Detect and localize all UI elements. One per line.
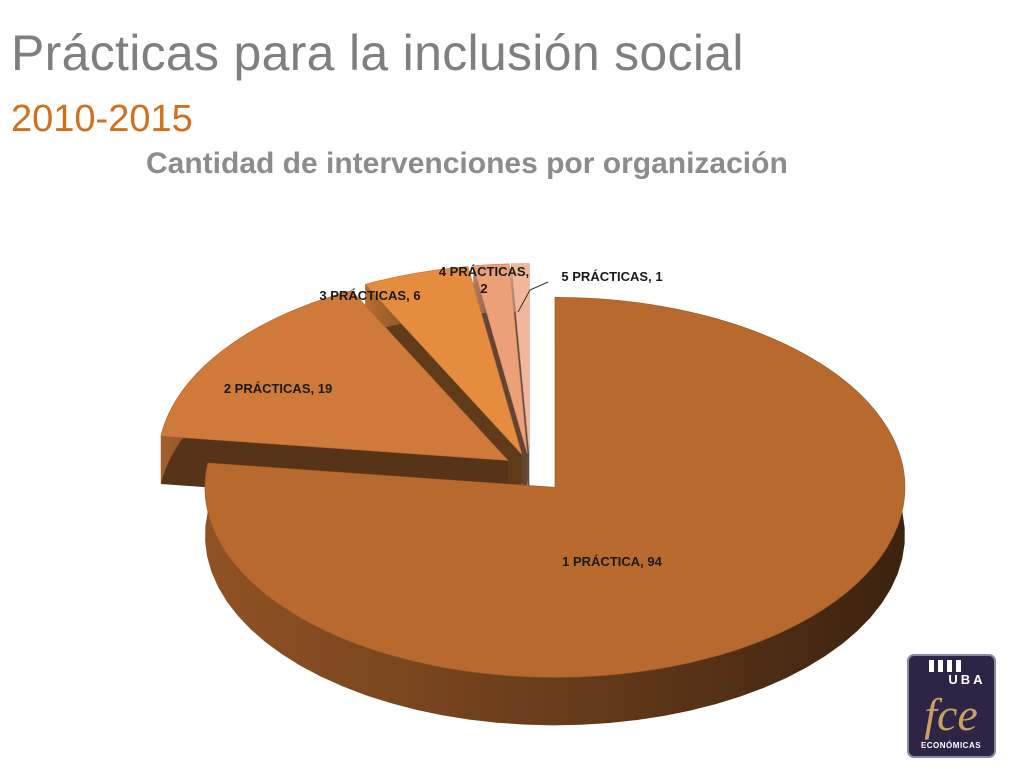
slice-label-3: 3 PRÁCTICAS, 6 (319, 288, 420, 303)
slice-label-2: 2 PRÁCTICAS, 19 (224, 381, 332, 396)
slice-5 (510, 263, 530, 454)
slice-label-4: 4 PRÁCTICAS, 2 (439, 264, 529, 296)
slide-subtitle: 2010-2015 (11, 98, 193, 140)
slide-title: Prácticas para la inclusión social (11, 25, 744, 81)
logo-economicas-text: ECONÓMICAS (921, 741, 981, 750)
logo-uba-text: UBA (948, 672, 985, 687)
logo-fce-text: fce (924, 689, 978, 740)
slice-label-5: 5 PRÁCTICAS, 1 (561, 269, 662, 284)
slice-3 (364, 266, 523, 455)
leader-line-5 (517, 281, 549, 313)
chart-title: Cantidad de intervenciones por organizac… (146, 147, 788, 180)
fce-uba-logo: UBA fce ECONÓMICAS (907, 654, 996, 758)
slice-4 (472, 263, 528, 454)
slice-2 (160, 290, 509, 461)
slice-label-1: 1 PRÁCTICA, 94 (562, 554, 662, 569)
slice-1 (204, 297, 906, 678)
